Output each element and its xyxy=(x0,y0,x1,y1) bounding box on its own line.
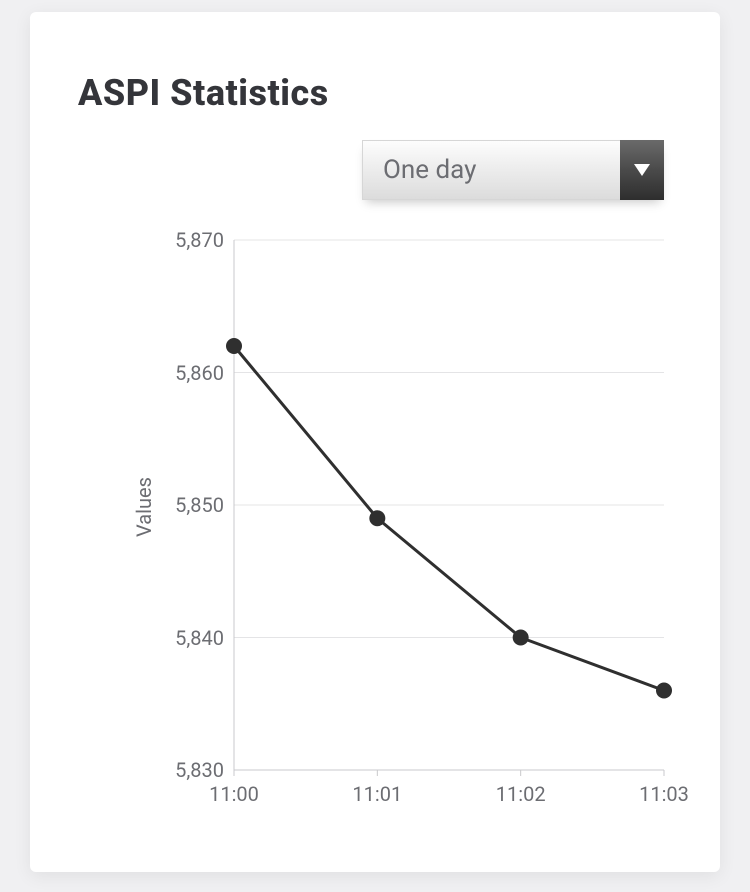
period-dropdown[interactable]: One day xyxy=(362,140,664,200)
y-tick-label: 5,830 xyxy=(154,758,224,782)
data-point xyxy=(513,630,529,646)
dropdown-container: One day xyxy=(74,140,664,200)
chevron-down-icon xyxy=(620,140,664,200)
y-tick-label: 5,870 xyxy=(154,228,224,252)
x-tick-label: 11:01 xyxy=(352,782,402,806)
dropdown-selected-label: One day xyxy=(362,140,620,200)
y-tick-label: 5,840 xyxy=(154,626,224,650)
y-axis-title: Values xyxy=(132,477,156,537)
x-tick-label: 11:00 xyxy=(209,782,259,806)
card-title: ASPI Statistics xyxy=(78,72,676,114)
stats-card: ASPI Statistics One day 5,8305,8405,8505… xyxy=(30,12,720,872)
x-tick-label: 11:03 xyxy=(639,782,689,806)
data-point xyxy=(226,338,242,354)
y-tick-label: 5,850 xyxy=(154,493,224,517)
y-tick-label: 5,860 xyxy=(154,361,224,385)
data-line xyxy=(234,346,664,691)
chart-svg xyxy=(74,230,676,830)
line-chart: 5,830 5,840 5,850 5,860 5,870 11:00 11:01 11:02… xyxy=(74,230,676,830)
data-point xyxy=(656,683,672,699)
x-tick-label: 11:02 xyxy=(496,782,546,806)
data-point xyxy=(369,510,385,526)
